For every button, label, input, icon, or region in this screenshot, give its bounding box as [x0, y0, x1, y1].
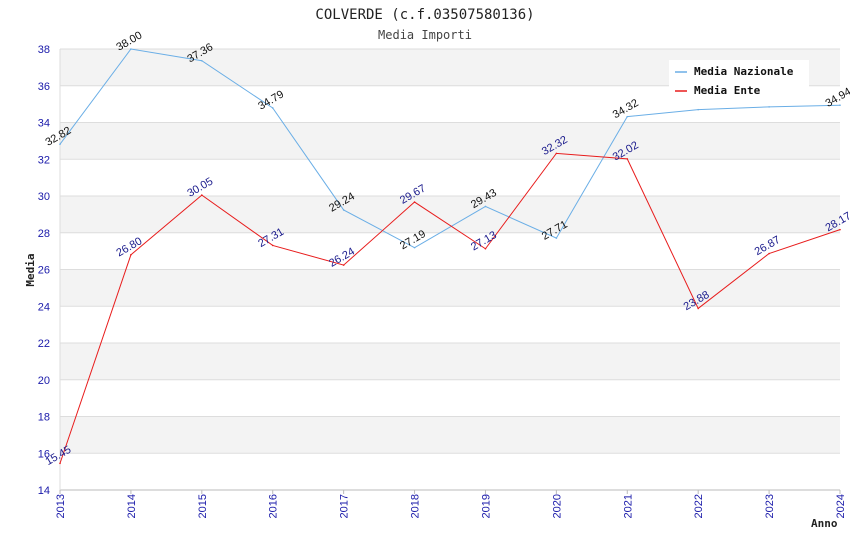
grid-band [60, 306, 840, 343]
legend: Media Nazionale Media Ente [669, 60, 809, 102]
y-tick-label: 16 [38, 448, 50, 460]
x-tick-label: 2020 [551, 494, 563, 518]
x-tick-label: 2018 [410, 494, 422, 518]
data-point-media-nazionale [484, 205, 487, 208]
x-tick-label: 2021 [622, 494, 634, 518]
y-tick-label: 34 [38, 118, 50, 130]
y-axis-label: Media [24, 253, 37, 286]
data-point-media-nazionale [201, 59, 203, 62]
y-tick-label: 18 [38, 412, 50, 424]
x-tick-label: 2022 [693, 494, 705, 518]
x-axis-ticks: 2013 2014 2015 2016 2017 2018 2019 2020 2021 2022… [55, 490, 847, 518]
x-tick-label: 2024 [835, 494, 847, 518]
y-tick-label: 20 [38, 375, 50, 387]
grid-band [60, 232, 840, 270]
grid-band [60, 122, 840, 160]
y-tick-label: 36 [38, 81, 50, 93]
data-point-media-nazionale [555, 237, 558, 239]
data-point-media-ente [59, 462, 61, 465]
y-tick-label: 14 [38, 485, 50, 497]
data-point-media-nazionale [342, 209, 345, 211]
data-point-media-ente [130, 254, 132, 256]
grid-band [60, 379, 840, 417]
y-tick-label: 26 [38, 265, 50, 277]
data-point-media-nazionale [839, 104, 841, 107]
grid-band [60, 453, 840, 490]
data-point-media-ente [626, 158, 629, 160]
chart-subtitle: Media Importi [378, 28, 472, 42]
data-point-media-ente [839, 228, 841, 231]
legend-label-media-ente: Media Ente [694, 84, 761, 97]
data-point-media-ente [342, 264, 345, 266]
grid-band [60, 159, 840, 196]
series-group [59, 48, 841, 465]
x-tick-label: 2015 [197, 494, 209, 518]
y-tick-label: 32 [38, 154, 50, 166]
data-point-media-ente [484, 247, 487, 250]
data-point-media-ente [271, 244, 274, 247]
y-tick-label: 30 [38, 191, 50, 203]
x-tick-label: 2017 [339, 494, 351, 518]
series-line-media-ente [59, 152, 841, 464]
x-axis-label: Anno [811, 517, 838, 530]
y-tick-label: 28 [38, 228, 50, 240]
data-point-media-nazionale [59, 143, 61, 145]
x-tick-label: 2014 [126, 494, 138, 518]
y-axis-ticks: 14 16 18 20 22 24 26 28 30 32 34 36 38 [38, 44, 50, 497]
data-point-media-nazionale [413, 246, 416, 249]
data-point-media-ente [555, 152, 558, 155]
data-point-media-nazionale [626, 115, 629, 118]
grid-band [60, 416, 840, 454]
x-tick-label: 2016 [268, 494, 280, 518]
y-tick-label: 24 [38, 301, 50, 313]
legend-box [669, 60, 809, 102]
x-tick-label: 2019 [480, 494, 492, 518]
x-tick-label: 2023 [764, 494, 776, 518]
y-tick-label: 38 [38, 44, 50, 56]
data-point-media-nazionale [768, 106, 770, 108]
series-line-media-nazionale [59, 48, 841, 249]
data-point-media-ente [697, 307, 699, 310]
x-tick-label: 2013 [55, 494, 67, 518]
data-point-media-nazionale [271, 107, 274, 109]
grid-band [60, 269, 840, 307]
chart-title: COLVERDE (c.f.03507580136) [315, 7, 534, 23]
data-point-media-ente [201, 194, 203, 196]
legend-label-media-nazionale: Media Nazionale [694, 65, 794, 78]
data-point-media-ente [768, 252, 770, 255]
y-tick-label: 22 [38, 338, 50, 350]
data-point-media-ente [413, 201, 416, 203]
data-point-media-nazionale [130, 48, 132, 50]
data-point-media-nazionale [697, 108, 699, 111]
grid-band [60, 343, 840, 380]
